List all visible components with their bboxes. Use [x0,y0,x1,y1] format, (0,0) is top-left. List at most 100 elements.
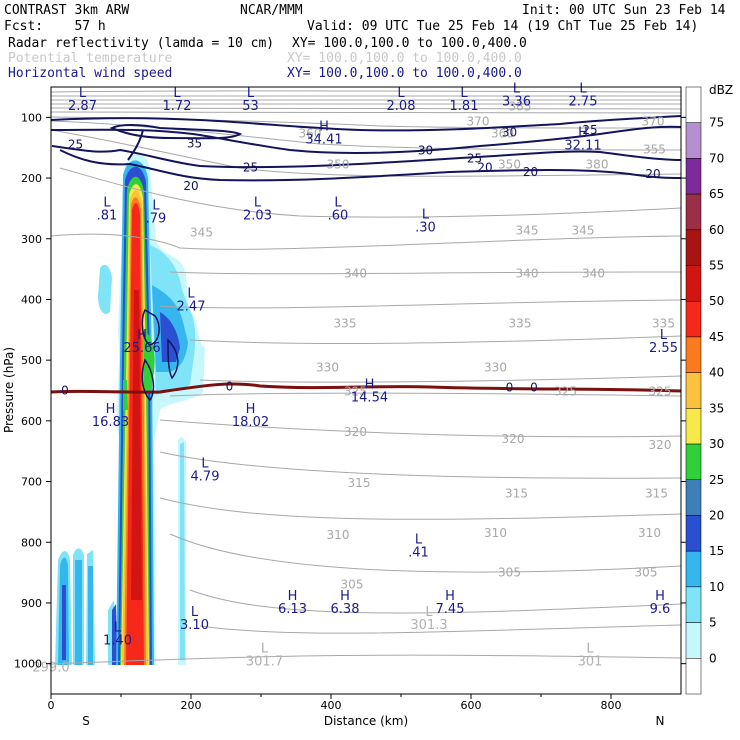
extremum-value: 53 [242,99,259,114]
plot-frame [50,86,682,695]
wind-contour-label: 30 [502,126,517,140]
extremum-value: 1.40 [103,633,132,648]
y-tick-label: 200 [21,172,42,185]
extremum-marker: H [319,120,329,135]
theta-contour-label: 370 [467,115,490,129]
extremum-value: .81 [97,208,118,223]
reflectivity-shading [55,154,205,666]
colorbar-label: 10 [709,580,724,594]
theta-contour-label: 305 [635,566,658,580]
extremum-value: 3.10 [180,618,209,633]
theta-contour-label: 325 [554,385,577,399]
colorbar-label: 50 [709,294,724,308]
colorbar-label: 65 [709,187,724,201]
theta-contour-label: 320 [344,425,367,439]
extremum-marker: H [655,589,665,604]
colorbar-swatch [685,86,702,123]
y-tick-label: 500 [21,354,42,367]
extremum-value: 1.72 [163,99,192,114]
extremum-marker: L [334,195,342,210]
theta-contour-label: 360 [299,127,322,141]
extremum-value: 2.87 [68,99,97,114]
y-tick-label: 800 [21,536,42,549]
extremum-marker: L [460,86,468,101]
y-tick-label: 300 [21,233,42,246]
header-init: Init: 00 UTC Sun 23 Feb 14 [522,3,726,18]
extremum-marker: H [365,378,375,393]
y-tick-label: 600 [21,415,42,428]
theta-contour-label: 350 [327,158,350,172]
theta-contour-label: 345 [190,226,213,240]
theta-contour-label: 370 [642,115,665,129]
wind-contour-label: 20 [183,179,198,193]
extremum-marker: L [586,642,594,657]
extremum-marker: L [579,81,587,96]
field-theta: Potential temperature [8,51,173,66]
theta-contour-label: 335 [334,317,357,331]
extremum-marker: H [137,328,147,343]
extremum-value: 32.11 [564,139,601,154]
wind-contour-label: 0 [61,384,69,398]
colorbar-swatch [685,443,702,481]
extremum-value: 2.47 [177,300,206,315]
theta-contour-label: 305 [498,566,521,580]
wind-contour-label: 25 [582,123,597,137]
theta-contour-label: 325 [649,385,672,399]
extremum-value: .30 [415,221,436,236]
header-source: NCAR/MMM [240,3,303,18]
colorbar-swatch [685,550,702,588]
extremum-value: 2.75 [569,94,598,109]
colorbar-label: 70 [709,151,724,165]
extremum-marker: L [247,86,255,101]
extremum-value: 14.54 [351,391,388,406]
field-wind-xy: XY= 100.0,100.0 to 100.0,400.0 [287,66,522,81]
extremum-marker: L [201,456,209,471]
wind-contour-label: 25 [243,161,258,175]
extremum-marker: L [397,86,405,101]
wind-contour-label: 0 [226,379,234,393]
colorbar-label: 60 [709,223,724,237]
colorbar-label: 15 [709,544,724,558]
wind-contour-label: 25 [467,152,482,166]
colorbar-label: 40 [709,366,724,380]
colorbar-label: 45 [709,330,724,344]
x-axis-label: Distance (km) [324,714,408,728]
colorbar-swatch [685,586,702,623]
theta-contour-label: 320 [502,432,525,446]
theta-contour-label: 335 [652,317,675,331]
wind-contour-label: 0 [530,380,538,394]
chart-header: CONTRAST 3km ARW NCAR/MMM Init: 00 UTC S… [4,3,726,81]
colorbar-swatch [685,515,702,552]
colorbar-label: 20 [709,508,724,522]
x-tick-label: 600 [461,699,482,712]
colorbar-label: 0 [709,651,717,665]
extremum-marker: L [425,605,433,620]
theta-contour-label: 320 [649,438,672,452]
extremum-value: 16.83 [92,415,129,430]
theta-contour-label: 310 [484,526,507,540]
colorbar-label: 55 [709,259,724,273]
extremum-marker: H [340,589,350,604]
extremum-marker: H [445,589,455,604]
theta-contour-label: 340 [516,266,539,280]
x-axis-right-end-label: N [656,714,665,728]
extremum-value: 18.02 [232,415,269,430]
extremum-value: 2.03 [243,208,272,223]
extremum-value: 2.08 [387,99,416,114]
extremum-marker: L [187,287,195,302]
theta-contour-label: 330 [484,360,507,374]
extremum-marker: H [106,402,116,417]
extremum-marker: L [191,605,199,620]
theta-contour-label: 305 [341,578,364,592]
header-title: CONTRAST 3km ARW [4,3,129,18]
theta-contour-label: 335 [509,317,532,331]
header-forecast: Fcst: 57 h [4,19,106,34]
colorbar-swatch [685,158,702,195]
extremum-value: 1.81 [450,99,479,114]
wind-contour-label: 30 [418,144,433,158]
extremum-marker: L [513,81,521,96]
